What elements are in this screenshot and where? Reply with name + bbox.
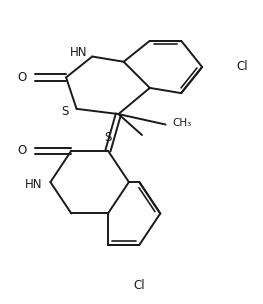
Text: CH₃: CH₃ [172,118,191,128]
Text: Cl: Cl [134,279,145,292]
Text: O: O [18,71,27,84]
Text: HN: HN [25,178,43,191]
Text: O: O [18,144,27,157]
Text: S: S [61,105,69,118]
Text: HN: HN [69,46,87,59]
Text: Cl: Cl [236,60,248,74]
Text: S: S [104,131,112,144]
